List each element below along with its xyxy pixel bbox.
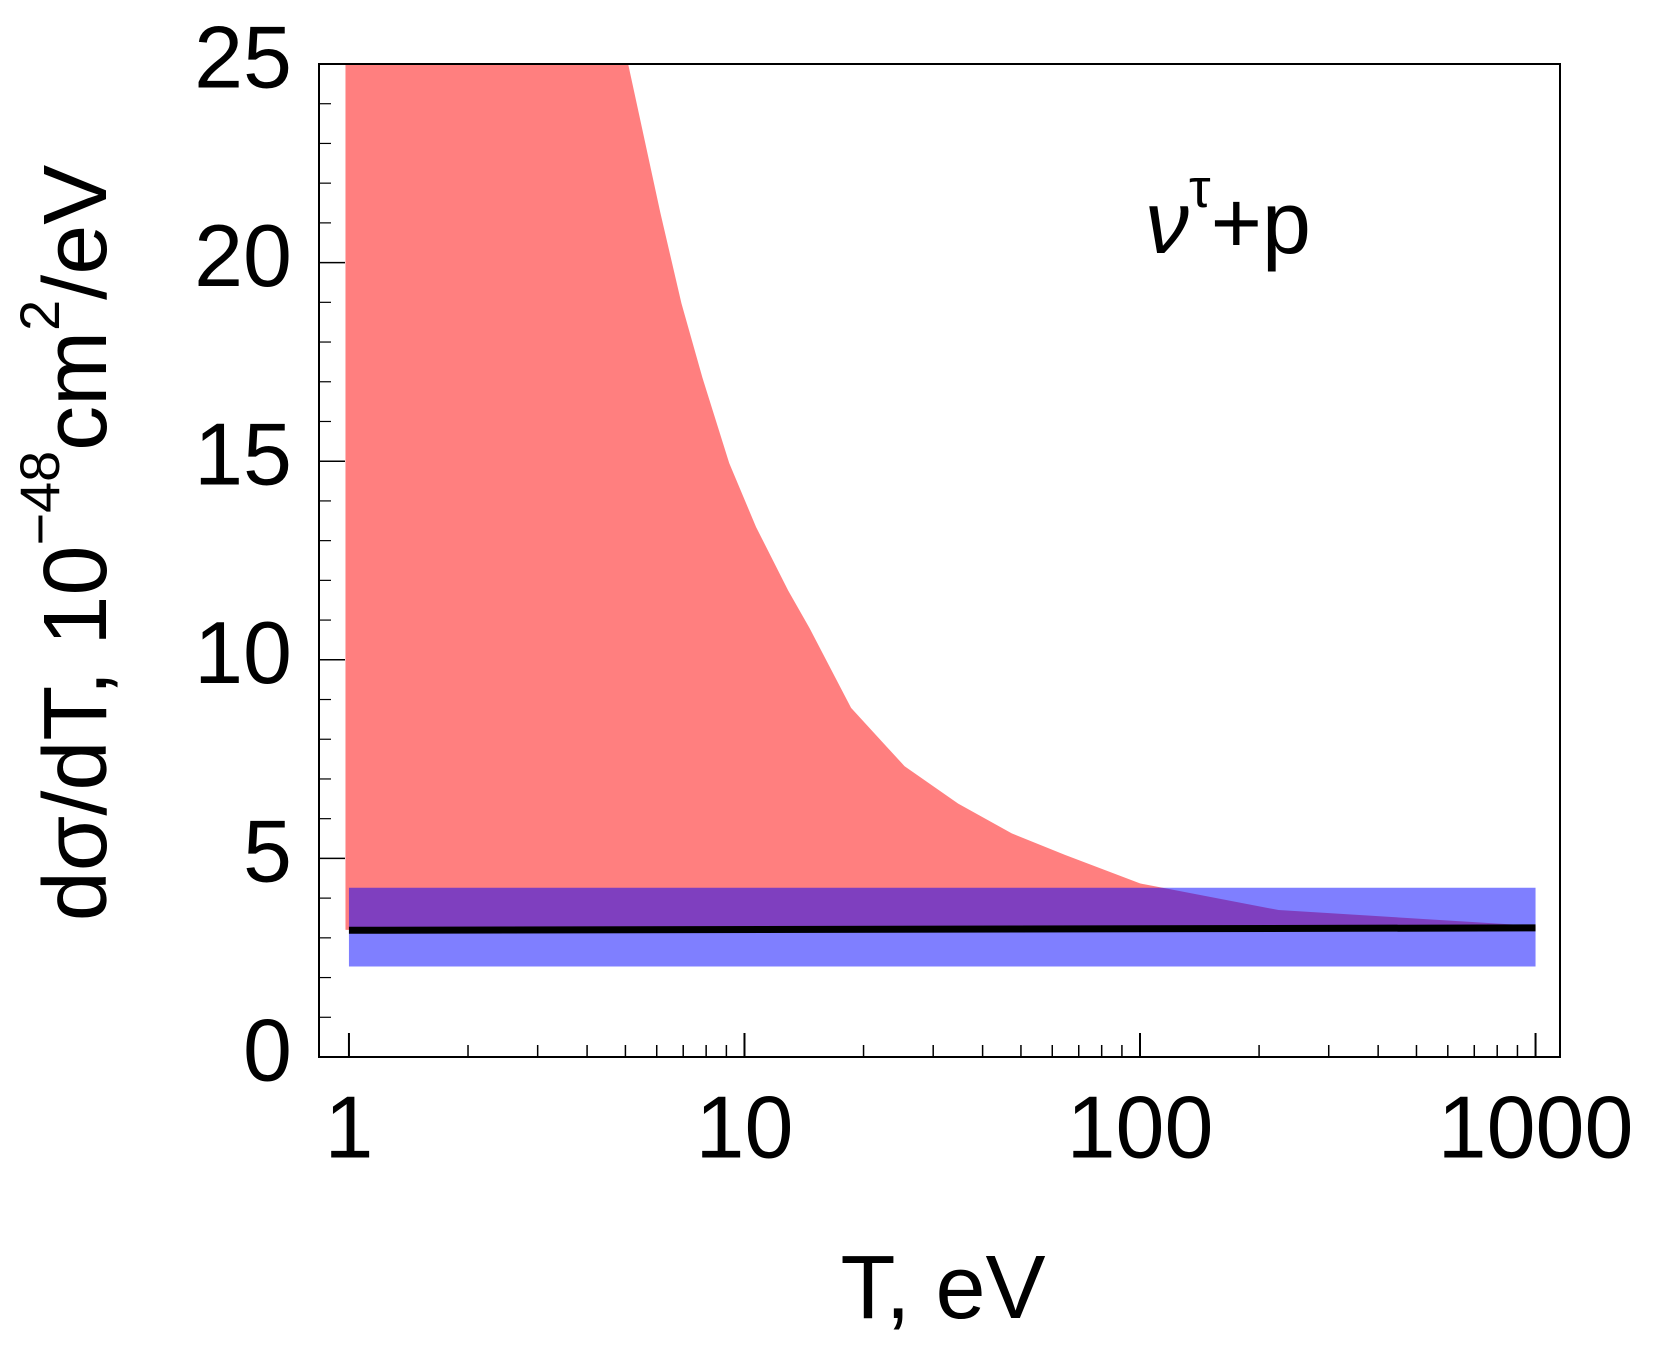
y-tick-label: 15 — [194, 404, 292, 503]
band — [345, 64, 1536, 930]
annotation: ντ+p — [1145, 158, 1311, 272]
text-part: ν — [1145, 173, 1189, 272]
x-tick-label: 1 — [324, 1077, 373, 1176]
x-axis-title: T, eV — [840, 1238, 1045, 1338]
superscript: −48 — [8, 451, 71, 546]
text-part: dσ/dT, 10 — [26, 546, 126, 922]
x-tick-label: 1000 — [1438, 1077, 1634, 1176]
text-part: cm — [26, 331, 126, 451]
superscript: 2 — [8, 300, 71, 331]
y-tick-label: 5 — [243, 802, 292, 901]
y-axis-title: dσ/dT, 10−48cm2/eV — [8, 165, 126, 922]
y-tick-label: 25 — [194, 7, 292, 106]
plot-area — [345, 64, 1536, 967]
y-tick-label: 0 — [243, 1000, 292, 1099]
text-part: +p — [1211, 173, 1311, 272]
x-tick-label: 100 — [1067, 1077, 1214, 1176]
plot-frame — [318, 63, 1561, 1058]
y-tick-label: 10 — [194, 603, 292, 702]
line — [348, 924, 1536, 934]
text-part: /eV — [26, 165, 126, 300]
superscript: τ — [1189, 158, 1211, 219]
x-tick-label: 10 — [696, 1077, 794, 1176]
y-tick-label: 20 — [194, 206, 292, 305]
